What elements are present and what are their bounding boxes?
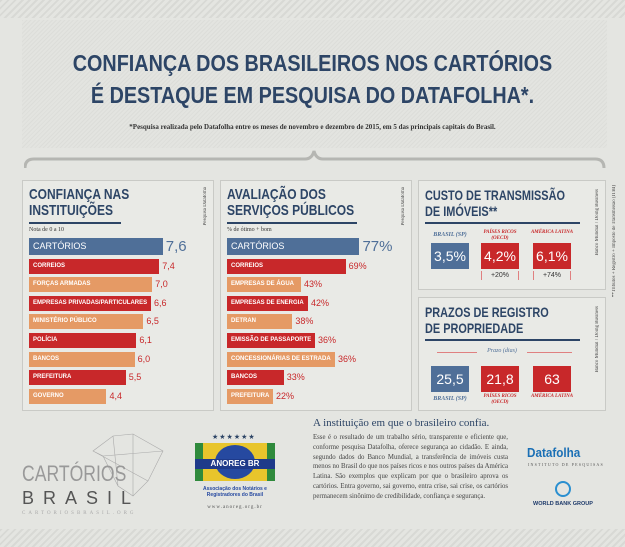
bar: EMPRESAS DE ÁGUA bbox=[227, 277, 301, 293]
panel-prazos: PRAZOS DE REGISTRO DE PROPRIEDADE Banco … bbox=[418, 297, 606, 411]
bar: PREFEITURA bbox=[29, 370, 126, 386]
bar: CORREIOS bbox=[227, 258, 346, 274]
logo-url: CARTORIOSBRASIL.ORG bbox=[22, 511, 137, 516]
bar: EMPRESAS DE ENERGIA bbox=[227, 295, 308, 311]
panel-title: PRAZOS DE REGISTRO DE PROPRIEDADE bbox=[425, 304, 549, 336]
region-label: PAÍSES RICOS (OECD) bbox=[483, 230, 517, 241]
bar: PREFEITURA bbox=[227, 388, 273, 404]
logo-text: WORLD BANK GROUP bbox=[533, 501, 593, 507]
difference-label: +74% bbox=[533, 271, 571, 280]
bar: GOVERNO bbox=[29, 388, 107, 404]
bar-value-label: 5,5 bbox=[128, 372, 142, 383]
region-label: PAÍSES RICOS (OECD) bbox=[483, 394, 517, 405]
bar: EMISSÃO DE PASSAPORTE bbox=[227, 333, 315, 348]
panel-custo: CUSTO DE TRANSMISSÃO DE IMÓVEIS** Banco … bbox=[418, 180, 606, 290]
bar-value-label: 6,5 bbox=[146, 316, 159, 327]
brazil-map-icon bbox=[92, 433, 164, 497]
region-label: BRASIL (SP) bbox=[433, 396, 467, 402]
bar-value-label: 33% bbox=[286, 372, 305, 383]
value-box: 4,2% bbox=[481, 243, 519, 269]
intro-title: A instituição em que o brasileiro confia… bbox=[313, 417, 490, 429]
bar: CARTÓRIOS bbox=[227, 238, 360, 255]
bar-value-label: 7,0 bbox=[155, 279, 168, 290]
source-label: Pesquisa Datafolha bbox=[401, 187, 406, 226]
bar-value-label: 7,6 bbox=[165, 238, 187, 255]
bar: CORREIOS bbox=[29, 258, 160, 274]
source-label: Banco Mundial / Doing Business bbox=[595, 306, 600, 373]
logo-text: ANOREG BR bbox=[195, 459, 275, 469]
bar: POLÍCIA bbox=[29, 333, 137, 348]
title-rule bbox=[227, 222, 357, 224]
region-label: AMÉRICA LATINA bbox=[530, 230, 574, 235]
panel-avaliacao: AVALIAÇÃO DOS SERVIÇOS PÚBLICOS % de óti… bbox=[220, 180, 412, 411]
panel-subtitle: Nota de 0 a 10 bbox=[29, 227, 64, 233]
logo-text: BRASIL bbox=[22, 488, 141, 508]
bar-value-label: 6,1 bbox=[139, 335, 152, 345]
bracket-line bbox=[527, 352, 572, 353]
difference-label: +20% bbox=[481, 271, 519, 280]
bar-value-label: 6,0 bbox=[137, 353, 151, 364]
panel-title: AVALIAÇÃO DOS SERVIÇOS PÚBLICOS bbox=[227, 186, 355, 219]
panel-title: CONFIANÇA NAS INSTITUIÇÕES bbox=[29, 186, 130, 219]
bar-value-label: 4,4 bbox=[109, 390, 122, 401]
bracket-line bbox=[437, 352, 477, 353]
survey-note: *Pesquisa realizada pelo Datafolha entre… bbox=[129, 123, 496, 131]
brace-divider bbox=[24, 150, 606, 169]
bar: EMPRESAS PRIVADAS/PARTICULARES bbox=[29, 295, 151, 311]
title-rule bbox=[425, 339, 580, 341]
logo-text: INSTITUTO DE PESQUISAS bbox=[528, 462, 604, 467]
source-label: Pesquisa Datafolha bbox=[203, 187, 208, 226]
header-band bbox=[22, 20, 607, 148]
bar-value-label: 77% bbox=[362, 238, 393, 255]
value-box: 3,5% bbox=[431, 243, 469, 269]
title-rule bbox=[425, 222, 580, 224]
value-box: 6,1% bbox=[533, 243, 571, 269]
prazo-label: Prazo (dias) bbox=[487, 348, 517, 354]
bar: DETRAN bbox=[227, 314, 293, 330]
panel-subtitle: % de ótimo + bom bbox=[227, 227, 272, 233]
logo-url: www.anoreg.org.br bbox=[207, 505, 263, 510]
value-box: 21,8 bbox=[481, 366, 519, 392]
bar-value-label: 36% bbox=[338, 353, 357, 364]
intro-body: Esse é o resultado de um trabalho sério,… bbox=[313, 434, 508, 500]
footnote: **Tributos + Registro + Imposto de Trans… bbox=[612, 185, 617, 298]
page-title-line1: CONFIANÇA DOS BRASILEIROS NOS CARTÓRIOS bbox=[72, 50, 553, 76]
page-title-line2: É DESTAQUE EM PESQUISA DO DATAFOLHA*. bbox=[90, 82, 535, 108]
region-label: AMÉRICA LATINA bbox=[530, 394, 574, 399]
value-box: 25,5 bbox=[431, 366, 469, 392]
stars-icon: ★★★★★★ bbox=[212, 433, 256, 441]
bar-value-label: 43% bbox=[303, 279, 322, 290]
bar: BANCOS bbox=[29, 351, 135, 367]
bar: CONCESSIONÁRIAS DE ESTRADA bbox=[227, 351, 335, 367]
bar-value-label: 7,4 bbox=[162, 260, 175, 271]
panel-confianca: CONFIANÇA NAS INSTITUIÇÕES Nota de 0 a 1… bbox=[22, 180, 214, 411]
bottom-stripes bbox=[0, 529, 625, 547]
globe-icon bbox=[555, 481, 571, 497]
source-label: Banco Mundial / Doing Business bbox=[595, 189, 600, 256]
logo-text: CARTÓRIOS bbox=[22, 461, 127, 486]
bar: FORÇAS ARMADAS bbox=[29, 277, 153, 293]
bar-value-label: 22% bbox=[276, 390, 295, 401]
bar: BANCOS bbox=[227, 370, 284, 386]
bar: MINISTÉRIO PÚBLICO bbox=[29, 314, 144, 330]
panel-title: CUSTO DE TRANSMISSÃO DE IMÓVEIS** bbox=[425, 187, 565, 219]
bar-value-label: 69% bbox=[348, 260, 367, 271]
logo-text: Datafolha bbox=[527, 445, 581, 460]
logo-text: Associação dos Notários e Registradores … bbox=[203, 486, 267, 498]
value-box: 63 bbox=[533, 366, 571, 392]
bar-value-label: 36% bbox=[318, 335, 337, 345]
top-stripes bbox=[0, 0, 625, 18]
bar-value-label: 6,6 bbox=[154, 297, 167, 308]
title-rule bbox=[29, 222, 121, 224]
region-label: BRASIL (SP) bbox=[433, 232, 467, 238]
bar: CARTÓRIOS bbox=[29, 238, 163, 255]
bar-value-label: 38% bbox=[295, 316, 314, 327]
bar-value-label: 42% bbox=[311, 297, 330, 308]
